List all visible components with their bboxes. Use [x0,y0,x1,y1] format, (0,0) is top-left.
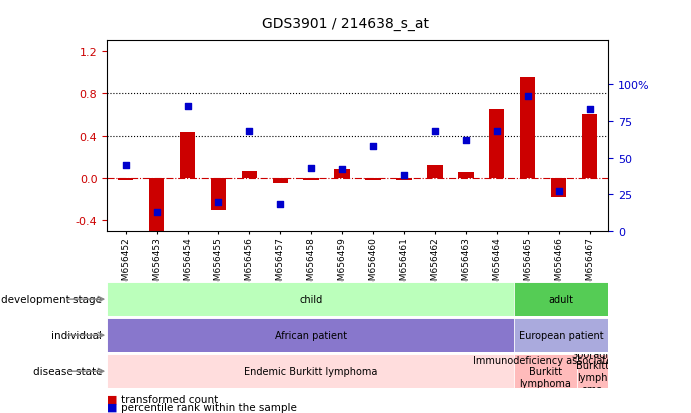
Bar [458,172,473,178]
Text: African patient: African patient [274,330,347,340]
Bar [520,78,536,178]
Bar [107,318,514,352]
Text: individual: individual [51,330,102,340]
Bar [514,318,608,352]
Point [213,199,224,205]
Bar [582,115,597,178]
Point [429,128,440,135]
Text: ■: ■ [107,394,117,404]
Point [399,173,410,179]
Bar [514,282,608,316]
Text: child: child [299,294,322,304]
Bar [107,354,514,388]
Bar [272,178,288,184]
Text: ■: ■ [107,402,117,412]
Point [182,104,193,110]
Text: Endemic Burkitt lymphoma: Endemic Burkitt lymphoma [244,366,377,376]
Bar [149,178,164,231]
Bar [242,171,257,178]
Bar [396,178,412,180]
Point [522,93,533,100]
Bar [551,178,567,197]
Point [275,202,286,208]
Bar [180,133,196,178]
Point [337,166,348,173]
Point [368,143,379,150]
Text: transformed count: transformed count [121,394,218,404]
Bar [334,170,350,178]
Point [584,107,595,113]
Bar [489,110,504,178]
Bar [514,354,577,388]
Point [244,128,255,135]
Bar [303,178,319,180]
Bar [211,178,226,210]
Point [553,188,564,195]
Bar [107,282,514,316]
Text: Sporadic
Burkitt
lymph
oma: Sporadic Burkitt lymph oma [571,349,614,394]
Point [460,138,471,144]
Bar [427,166,443,178]
Bar [577,354,608,388]
Point [491,128,502,135]
Point [120,162,131,169]
Text: European patient: European patient [519,330,603,340]
Text: disease state: disease state [32,366,102,376]
Point [305,165,316,172]
Bar [118,178,133,180]
Text: adult: adult [549,294,574,304]
Point [151,209,162,216]
Text: Immunodeficiency associated
Burkitt
lymphoma: Immunodeficiency associated Burkitt lymp… [473,355,618,388]
Text: GDS3901 / 214638_s_at: GDS3901 / 214638_s_at [262,17,429,31]
Text: development stage: development stage [1,294,102,304]
Text: percentile rank within the sample: percentile rank within the sample [121,402,297,412]
Bar [366,178,381,180]
